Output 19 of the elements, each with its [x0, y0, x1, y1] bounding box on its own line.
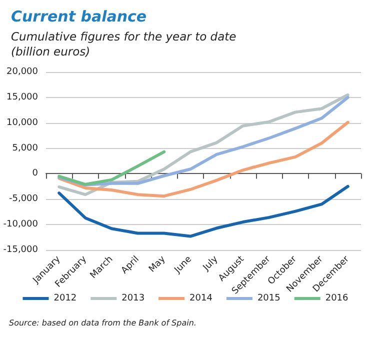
line-series — [58, 120, 350, 198]
legend-label: 2016 — [325, 294, 349, 304]
y-tick-label: 10,000 — [6, 118, 38, 128]
chart-subtitle: Cumulative figures for the year to date (billion euros) — [11, 30, 236, 58]
legend-label: 2014 — [190, 294, 213, 304]
y-tick-label: 20,000 — [6, 67, 38, 77]
legend-label: 2013 — [122, 294, 145, 304]
y-tick-label: 15,000 — [6, 92, 38, 102]
legend-label: 2015 — [257, 294, 280, 304]
y-tick-label: -10,000 — [3, 220, 38, 230]
line-series — [58, 150, 166, 186]
chart-title: Current balance — [11, 8, 147, 26]
source-note: Source: based on data from the Bank of Spain. — [9, 318, 196, 328]
line-series — [58, 184, 350, 238]
y-tick-label: 0 — [32, 168, 38, 179]
y-tick-label: -15,000 — [3, 245, 38, 255]
legend-label: 2012 — [54, 294, 77, 304]
y-tick-label: 5,000 — [12, 143, 38, 154]
y-tick-label: -5,000 — [8, 194, 38, 204]
